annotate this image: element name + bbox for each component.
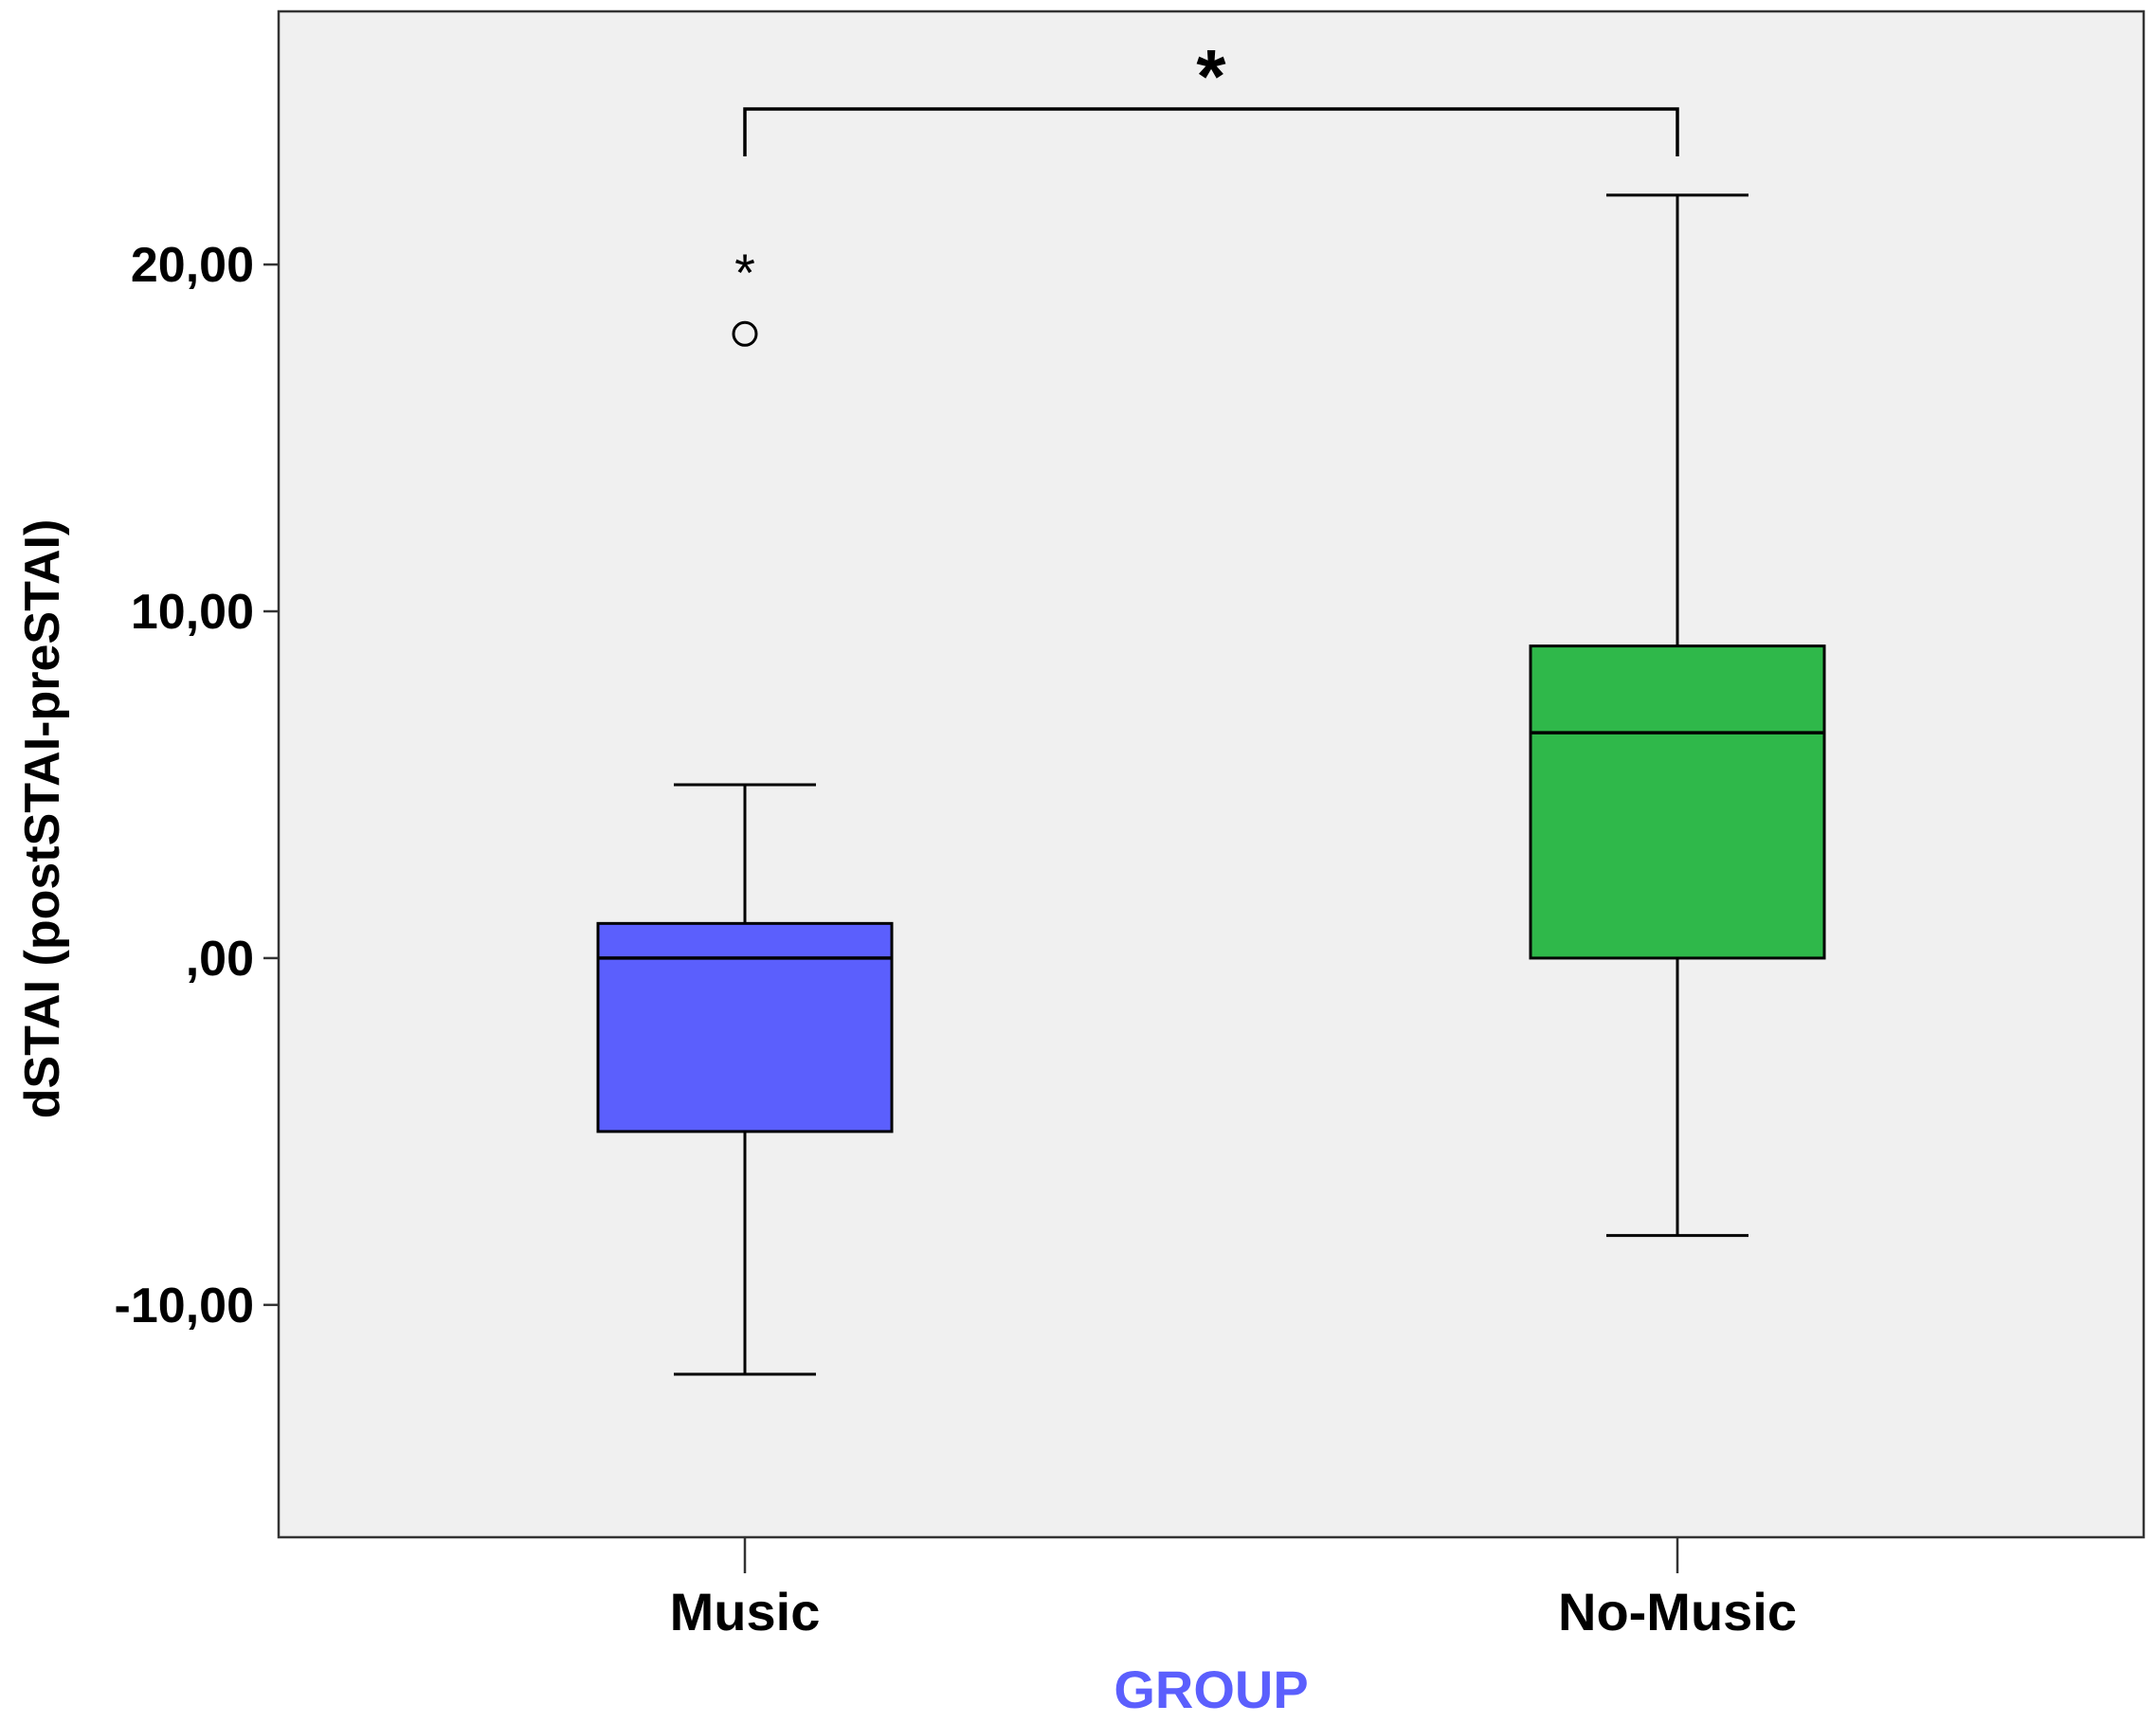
significance-star: * <box>1196 34 1226 118</box>
y-tick-label: ,00 <box>186 932 254 987</box>
x-axis: Music No-Music <box>670 1537 1797 1641</box>
iqr-box <box>1529 644 1826 960</box>
iqr-box <box>596 921 894 1134</box>
y-axis: -10,00 ,00 10,00 20,00 <box>115 238 279 1333</box>
y-tick-label: -10,00 <box>115 1279 254 1333</box>
y-tick-label: 20,00 <box>131 238 254 293</box>
y-tick-label: 10,00 <box>131 585 254 640</box>
y-axis-label: dSTAI (postSTAI-preSTAI) <box>15 519 70 1119</box>
outlier-circle <box>732 320 758 347</box>
x-tick-label-no-music: No-Music <box>1558 1582 1797 1641</box>
x-axis-label: GROUP <box>1114 1660 1308 1719</box>
box-music: * <box>596 243 894 1376</box>
box-no-music <box>1529 193 1826 1238</box>
plot-area <box>277 9 2146 1539</box>
boxes: * <box>596 193 1826 1376</box>
x-tick-label-music: Music <box>670 1582 821 1641</box>
annotations: * <box>743 34 1679 156</box>
significance-bracket <box>743 107 1679 156</box>
extreme-outlier-marker: * <box>734 243 755 302</box>
